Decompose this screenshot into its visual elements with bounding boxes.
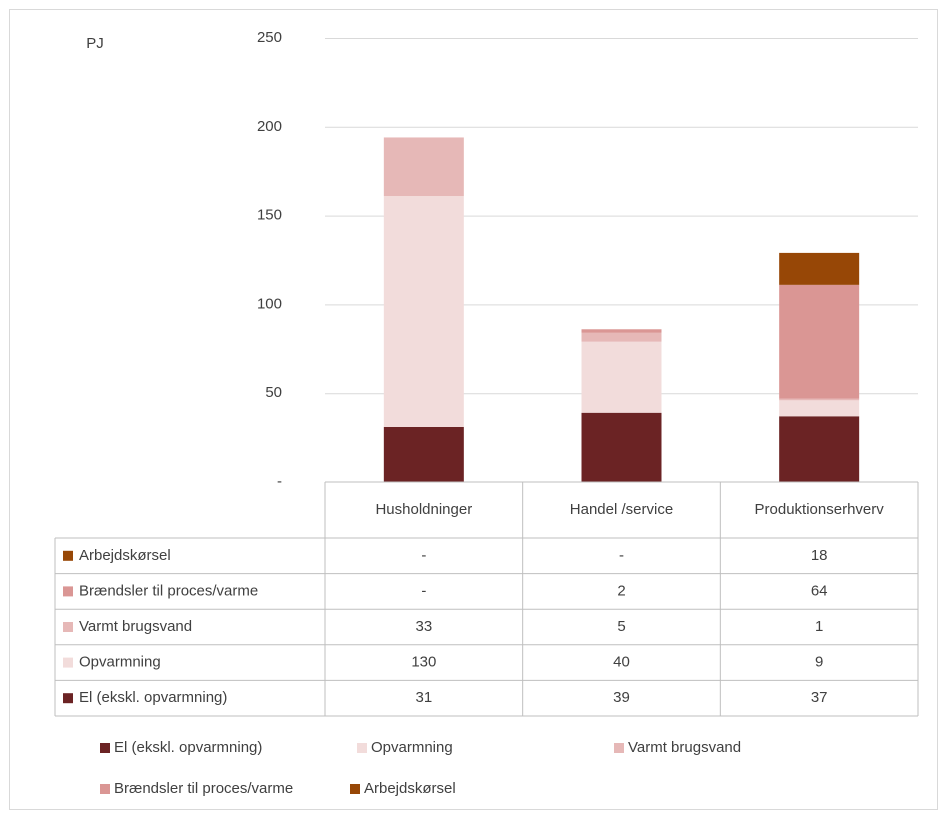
legend-swatch	[63, 693, 73, 704]
y-tick-label: 250	[257, 29, 282, 46]
legend-swatch	[357, 743, 367, 753]
legend-swatch	[63, 622, 73, 632]
legend-label: Brændsler til proces/varme	[114, 780, 293, 797]
legend-swatch	[100, 784, 110, 794]
bar-segment	[779, 284, 860, 399]
legend-swatch	[63, 550, 73, 561]
y-axis-label: PJ	[86, 35, 104, 52]
bar-segment	[581, 329, 662, 333]
legend-label: Opvarmning	[371, 739, 453, 756]
table-value: 130	[411, 654, 436, 671]
table-value: 18	[811, 547, 828, 564]
x-tick-label: Handel /service	[569, 501, 674, 518]
table-value: 31	[415, 689, 432, 706]
legend-swatch	[63, 657, 73, 668]
table-value: 39	[613, 689, 630, 706]
table-value: -	[421, 582, 426, 599]
table-value: -	[421, 547, 426, 564]
bar-segment	[581, 341, 662, 413]
bar-segment	[779, 252, 860, 285]
legend-swatch	[350, 784, 360, 794]
table-value: 2	[617, 582, 625, 599]
table-value: -	[619, 547, 624, 564]
table-value: 40	[613, 654, 630, 671]
bar-segment	[581, 412, 662, 482]
bar-segment	[779, 398, 860, 401]
table-value: 37	[811, 689, 828, 706]
bar-segment	[383, 196, 464, 427]
row-label: El (ekskl. opvarmning)	[79, 689, 227, 706]
y-tick-label: -	[277, 473, 282, 490]
bar-segment	[383, 426, 464, 482]
legend-swatch	[63, 586, 73, 597]
row-label: Opvarmning	[79, 654, 161, 671]
row-label: Varmt brugsvand	[79, 618, 192, 635]
table-value: 33	[415, 618, 432, 635]
table-value: 64	[811, 582, 828, 599]
bar-segment	[581, 332, 662, 342]
y-tick-label: 200	[257, 118, 282, 135]
bar-segment	[779, 400, 860, 417]
legend-label: El (ekskl. opvarmning)	[114, 739, 262, 756]
y-tick-label: 150	[257, 207, 282, 224]
y-tick-label: 100	[257, 295, 282, 312]
legend-swatch	[614, 743, 624, 753]
y-tick-label: 50	[265, 384, 282, 401]
legend-label: Arbejdskørsel	[364, 780, 456, 797]
chart-border	[9, 9, 938, 810]
x-tick-label: Husholdninger	[375, 501, 473, 518]
legend-swatch	[100, 743, 110, 753]
bar-segment	[383, 137, 464, 197]
row-label: Brændsler til proces/varme	[79, 582, 258, 599]
x-tick-label: Produktionserhverv	[754, 501, 884, 518]
table-value: 9	[815, 654, 823, 671]
legend-label: Varmt brugsvand	[628, 739, 741, 756]
row-label: Arbejdskørsel	[79, 547, 171, 564]
table-value: 5	[617, 618, 625, 635]
table-value: 1	[815, 618, 823, 635]
bar-segment	[779, 416, 860, 482]
